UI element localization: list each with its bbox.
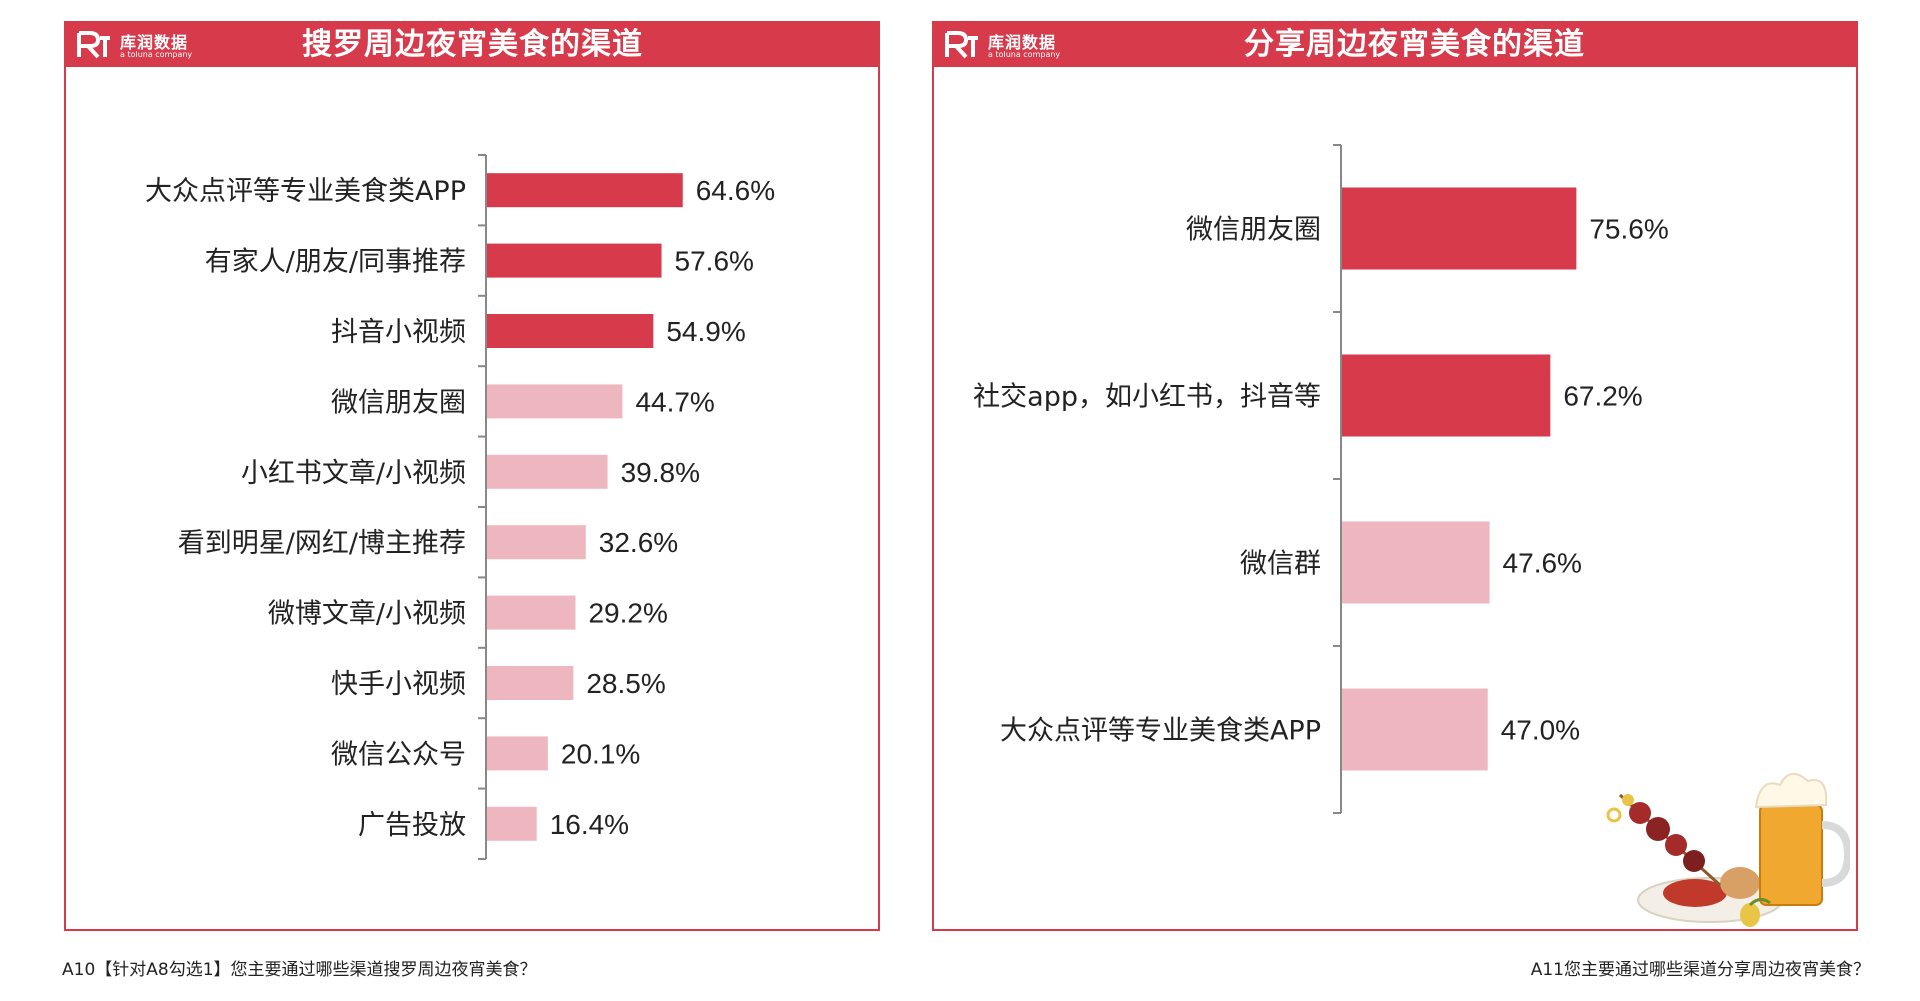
bbq-beer-illustration-icon <box>1606 773 1850 927</box>
panel-header: 库润数据 a toluna company 搜罗周边夜宵美食的渠道 <box>66 23 878 67</box>
brand-subtitle: a toluna company <box>120 50 193 59</box>
category-label: 大众点评等专业美食类APP <box>145 176 466 207</box>
value-label: 16.4% <box>550 809 629 840</box>
bar <box>487 595 576 630</box>
bar <box>487 736 548 771</box>
value-label: 57.6% <box>675 246 754 277</box>
value-label: 47.0% <box>1501 715 1580 746</box>
bar <box>1342 688 1488 771</box>
bar <box>487 243 662 278</box>
category-label: 快手小视频 <box>331 669 466 700</box>
value-label: 32.6% <box>599 527 678 558</box>
bar <box>487 806 537 841</box>
footnote-question-a11: A11您主要通过哪些渠道分享周边夜宵美食？ <box>1530 960 1870 980</box>
right-bar-chart: 微信朋友圈 75.6% 社交app，如小红书，抖音等 67.2% 微信群 47.6% 大众点… <box>973 144 1669 814</box>
category-label: 看到明星/网红/博主推荐 <box>178 528 466 559</box>
value-label: 39.8% <box>621 457 700 488</box>
bar <box>487 454 608 489</box>
brand-logo: 库润数据 a toluna company <box>944 28 1074 62</box>
value-label: 67.2% <box>1563 381 1642 412</box>
bar <box>487 666 574 700</box>
value-label: 29.2% <box>588 598 667 629</box>
left-bar-chart: 大众点评等专业美食类APP 64.6% 有家人/朋友/同事推荐 57.6% 抖音小视频 5… <box>145 154 775 860</box>
category-label: 有家人/朋友/同事推荐 <box>205 247 466 278</box>
category-label: 微信公众号 <box>331 739 466 770</box>
bar <box>1342 521 1490 604</box>
category-label: 微信朋友圈 <box>331 387 466 418</box>
bar <box>1342 354 1551 437</box>
logo-mark-icon <box>945 31 978 59</box>
value-label: 44.7% <box>635 386 714 417</box>
bar <box>487 173 683 208</box>
value-label: 28.5% <box>586 668 665 699</box>
category-label: 微信群 <box>1240 549 1321 580</box>
brand-name: 库润数据 <box>120 33 189 52</box>
value-label: 75.6% <box>1589 214 1668 245</box>
brand-logo: 库润数据 a toluna company <box>76 28 206 62</box>
category-label: 抖音小视频 <box>331 317 466 348</box>
brand-name: 库润数据 <box>988 33 1057 52</box>
chart-title: 分享周边夜宵美食的渠道 <box>1244 27 1585 62</box>
category-label: 微博文章/小视频 <box>268 599 466 630</box>
category-label: 广告投放 <box>358 810 466 841</box>
value-label: 64.6% <box>696 175 775 206</box>
value-label: 47.6% <box>1503 548 1582 579</box>
left-chart-panel: 库润数据 a toluna company 搜罗周边夜宵美食的渠道 大众点评等专… <box>64 21 880 931</box>
brand-subtitle: a toluna company <box>988 50 1061 59</box>
logo-mark-icon <box>77 31 110 59</box>
value-label: 20.1% <box>561 738 640 769</box>
footnote-question-a10: A10【针对A8勾选1】您主要通过哪些渠道搜罗周边夜宵美食？ <box>62 960 537 980</box>
bar <box>487 314 654 348</box>
bar <box>1342 187 1577 270</box>
right-chart-panel: 库润数据 a toluna company 分享周边夜宵美食的渠道 微信朋友圈 7… <box>932 21 1858 931</box>
category-label: 小红书文章/小视频 <box>241 458 466 489</box>
category-label: 社交app，如小红书，抖音等 <box>973 382 1321 413</box>
category-label: 微信朋友圈 <box>1186 215 1321 246</box>
value-label: 54.9% <box>666 316 745 347</box>
bar <box>487 384 623 419</box>
category-label: 大众点评等专业美食类APP <box>1000 716 1321 747</box>
panel-header: 库润数据 a toluna company 分享周边夜宵美食的渠道 <box>934 23 1856 67</box>
chart-title: 搜罗周边夜宵美食的渠道 <box>302 27 643 62</box>
bar <box>487 525 586 560</box>
